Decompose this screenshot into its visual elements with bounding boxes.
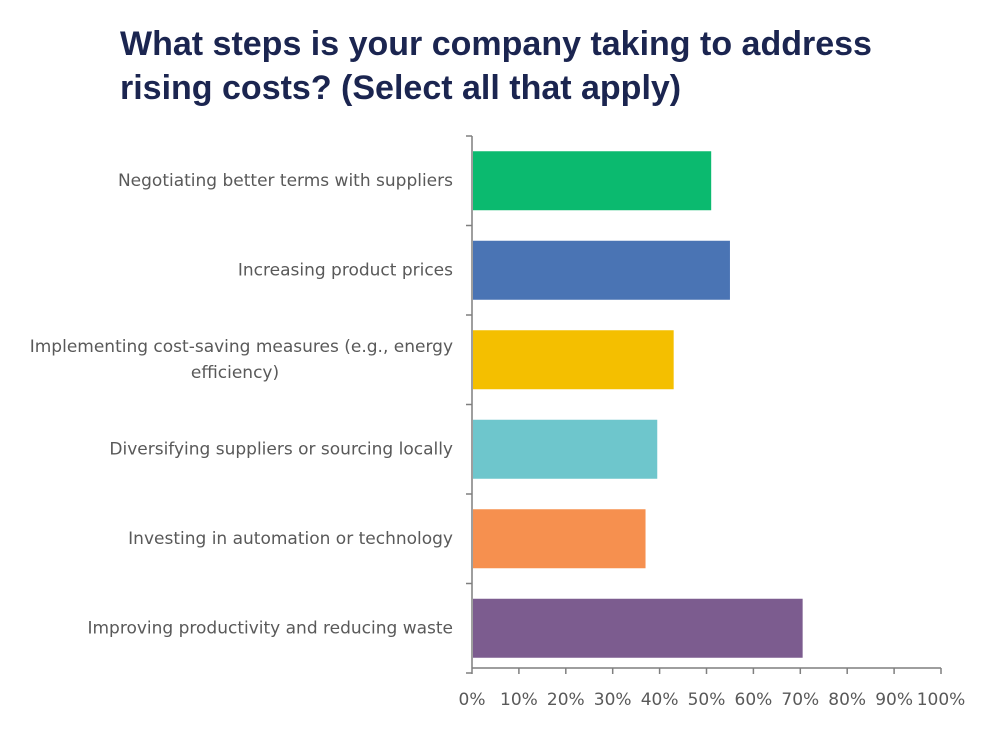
- x-tick-label: 90%: [875, 690, 913, 710]
- bar: [473, 419, 658, 479]
- x-tick-label: 10%: [500, 690, 538, 710]
- x-tick-label: 50%: [688, 690, 726, 710]
- x-axis: 0% 10% 20% 30% 40% 50% 60% 70% 80% 90% 100%: [459, 667, 966, 710]
- bar: [473, 598, 803, 658]
- bar: [473, 509, 646, 569]
- category-label: Improving productivity and reducing wast…: [87, 618, 453, 638]
- x-tick-label: 70%: [781, 690, 819, 710]
- category-label: Investing in automation or technology: [128, 529, 453, 549]
- x-tick-label: 0%: [459, 690, 486, 710]
- x-tick-label: 60%: [735, 690, 773, 710]
- category-label: Increasing product prices: [238, 260, 453, 280]
- category-label: efficiency): [191, 363, 279, 383]
- bar: [473, 151, 712, 211]
- category-label: Diversifying suppliers or sourcing local…: [109, 439, 453, 459]
- chart-title: What steps is your company taking to add…: [120, 25, 872, 107]
- x-tick-label: 40%: [641, 690, 679, 710]
- y-axis: [466, 135, 473, 674]
- bars-layer: [473, 151, 803, 658]
- category-label: Implementing cost-saving measures (e.g.,…: [30, 337, 453, 357]
- bar: [473, 330, 674, 390]
- x-tick-label: 30%: [594, 690, 632, 710]
- x-tick-label: 20%: [547, 690, 585, 710]
- category-label: Negotiating better terms with suppliers: [118, 171, 453, 191]
- category-labels-layer: Negotiating better terms with suppliers I…: [30, 171, 453, 639]
- x-tick-label: 100%: [917, 690, 966, 710]
- x-tick-label: 80%: [828, 690, 866, 710]
- bar: [473, 240, 730, 300]
